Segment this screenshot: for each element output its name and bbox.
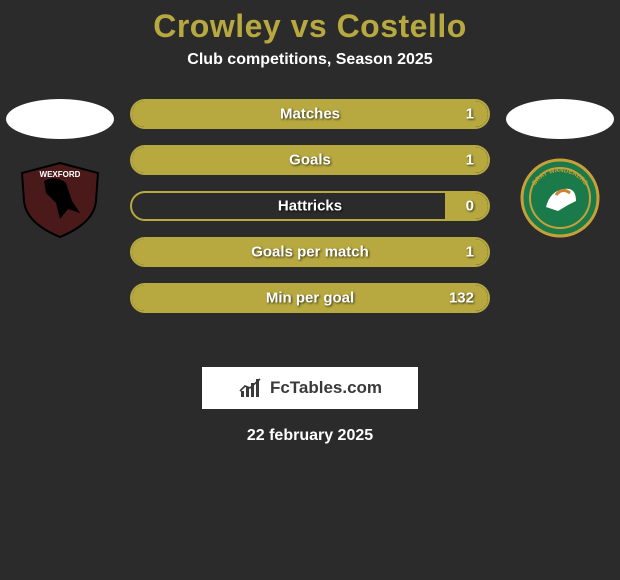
right-player-column: BRAY WANDERERS — [500, 99, 620, 239]
page-title: Crowley vs Costello — [0, 8, 620, 45]
stat-bars: Matches 1 Goals 1 Hattricks 0 Goals per … — [130, 99, 490, 313]
svg-text:WEXFORD: WEXFORD — [40, 170, 81, 179]
footer-date: 22 february 2025 — [0, 427, 620, 445]
stat-value: 1 — [466, 106, 474, 123]
stat-label: Goals per match — [251, 244, 369, 261]
stat-label: Matches — [280, 106, 340, 123]
source-logo-text: FcTables.com — [270, 378, 382, 398]
stat-value: 132 — [449, 290, 474, 307]
subtitle: Club competitions, Season 2025 — [0, 51, 620, 69]
stat-bar-min-per-goal: Min per goal 132 — [130, 283, 490, 313]
stat-value: 1 — [466, 152, 474, 169]
stat-bar-goals-per-match: Goals per match 1 — [130, 237, 490, 267]
left-player-headshot — [6, 99, 114, 139]
stat-value: 1 — [466, 244, 474, 261]
comparison-area: WEXFORD BRAY WANDERERS Matches — [0, 99, 620, 339]
stat-bar-hattricks: Hattricks 0 — [130, 191, 490, 221]
right-player-headshot — [506, 99, 614, 139]
stat-bar-goals: Goals 1 — [130, 145, 490, 175]
right-team-crest: BRAY WANDERERS — [510, 157, 610, 239]
stat-label: Goals — [289, 152, 331, 169]
left-player-column: WEXFORD — [0, 99, 120, 239]
stat-value: 0 — [466, 198, 474, 215]
source-logo: FcTables.com — [202, 367, 418, 409]
left-team-crest: WEXFORD — [10, 157, 110, 239]
stat-label: Min per goal — [266, 290, 354, 307]
stat-label: Hattricks — [278, 198, 342, 215]
stat-bar-matches: Matches 1 — [130, 99, 490, 129]
chart-icon — [238, 377, 264, 399]
